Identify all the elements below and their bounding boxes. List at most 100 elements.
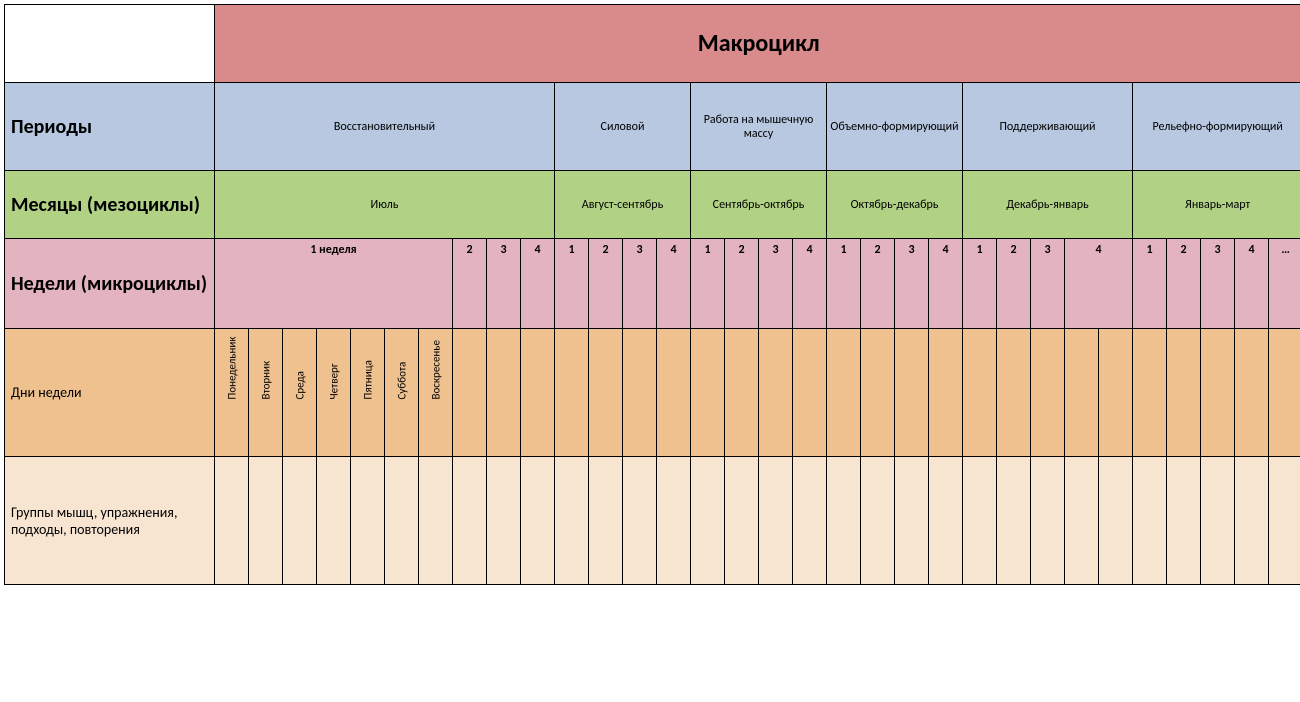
day-cell: Понедельник: [215, 329, 249, 457]
week-cell: 1: [963, 239, 997, 329]
day-cell: [487, 329, 521, 457]
week-cell: 3: [623, 239, 657, 329]
month-cell: Январь-март: [1133, 171, 1300, 239]
group-cell: [1133, 457, 1167, 585]
day-cell: [623, 329, 657, 457]
day-cell: [1269, 329, 1300, 457]
group-cell: [385, 457, 419, 585]
week-cell: 3: [759, 239, 793, 329]
group-cell: [1031, 457, 1065, 585]
group-cell: [1201, 457, 1235, 585]
group-cell: [249, 457, 283, 585]
day-cell: [861, 329, 895, 457]
day-cell: Пятница: [351, 329, 385, 457]
group-cell: [725, 457, 759, 585]
group-cell: [827, 457, 861, 585]
period-cell: Поддерживающий: [963, 83, 1133, 171]
day-cell: [691, 329, 725, 457]
week-cell: 3: [1031, 239, 1065, 329]
day-cell: Среда: [283, 329, 317, 457]
macrocycle-table: МакроциклПериодыВосстановительныйСиловой…: [4, 4, 1300, 585]
day-cell: [1099, 329, 1133, 457]
day-cell: Суббота: [385, 329, 419, 457]
week-cell: 1: [1133, 239, 1167, 329]
group-cell: [963, 457, 997, 585]
week-cell: 4: [1065, 239, 1133, 329]
period-cell: Силовой: [555, 83, 691, 171]
week-cell: 2: [861, 239, 895, 329]
day-cell: [1167, 329, 1201, 457]
day-cell: [1133, 329, 1167, 457]
group-cell: [317, 457, 351, 585]
day-cell: [1235, 329, 1269, 457]
group-cell: [657, 457, 691, 585]
week-cell: 2: [589, 239, 623, 329]
week-cell: 3: [895, 239, 929, 329]
week-cell: 1: [691, 239, 725, 329]
periods-label: Периоды: [5, 83, 215, 171]
day-cell: [759, 329, 793, 457]
group-cell: [997, 457, 1031, 585]
period-cell: Работа на мышечную массу: [691, 83, 827, 171]
week-cell: 2: [997, 239, 1031, 329]
group-cell: [861, 457, 895, 585]
group-cell: [521, 457, 555, 585]
week-cell: 3: [487, 239, 521, 329]
day-cell: [827, 329, 861, 457]
week-cell: 4: [521, 239, 555, 329]
period-cell: Рельефно-формирующий: [1133, 83, 1300, 171]
group-cell: [929, 457, 963, 585]
month-cell: Сентябрь-октябрь: [691, 171, 827, 239]
macrocycle-header: Макроцикл: [215, 5, 1300, 83]
group-cell: [419, 457, 453, 585]
months-label: Месяцы (мезоциклы): [5, 171, 215, 239]
day-cell: [929, 329, 963, 457]
group-cell: [1167, 457, 1201, 585]
group-cell: [1269, 457, 1300, 585]
month-cell: Июль: [215, 171, 555, 239]
week-cell: 2: [1167, 239, 1201, 329]
group-cell: [1235, 457, 1269, 585]
day-cell: [555, 329, 589, 457]
week-cell: 4: [929, 239, 963, 329]
days-label: Дни недели: [5, 329, 215, 457]
day-cell: Четверг: [317, 329, 351, 457]
group-cell: [555, 457, 589, 585]
week-cell: 1: [827, 239, 861, 329]
group-cell: [623, 457, 657, 585]
day-cell: [589, 329, 623, 457]
day-cell: [453, 329, 487, 457]
day-cell: [1065, 329, 1099, 457]
group-cell: [1065, 457, 1099, 585]
group-cell: [453, 457, 487, 585]
day-cell: [725, 329, 759, 457]
group-cell: [487, 457, 521, 585]
group-cell: [283, 457, 317, 585]
day-cell: [657, 329, 691, 457]
period-cell: Объемно-формирующий: [827, 83, 963, 171]
blank-corner: [5, 5, 215, 83]
week-cell: 4: [793, 239, 827, 329]
day-cell: Вторник: [249, 329, 283, 457]
group-cell: [215, 457, 249, 585]
groups-label: Группы мышц, упражнения, подходы, повтор…: [5, 457, 215, 585]
group-cell: [759, 457, 793, 585]
week-cell: 1: [555, 239, 589, 329]
weeks-label: Недели (микроциклы): [5, 239, 215, 329]
day-cell: Воскресенье: [419, 329, 453, 457]
week-cell: 4: [657, 239, 691, 329]
day-cell: [793, 329, 827, 457]
group-cell: [589, 457, 623, 585]
week-cell: 4: [1235, 239, 1269, 329]
month-cell: Декабрь-январь: [963, 171, 1133, 239]
group-cell: [351, 457, 385, 585]
week-cell: …: [1269, 239, 1300, 329]
day-cell: [1201, 329, 1235, 457]
period-cell: Восстановительный: [215, 83, 555, 171]
week-cell: 1 неделя: [215, 239, 453, 329]
group-cell: [691, 457, 725, 585]
group-cell: [793, 457, 827, 585]
month-cell: Октябрь-декабрь: [827, 171, 963, 239]
week-cell: 2: [453, 239, 487, 329]
group-cell: [895, 457, 929, 585]
